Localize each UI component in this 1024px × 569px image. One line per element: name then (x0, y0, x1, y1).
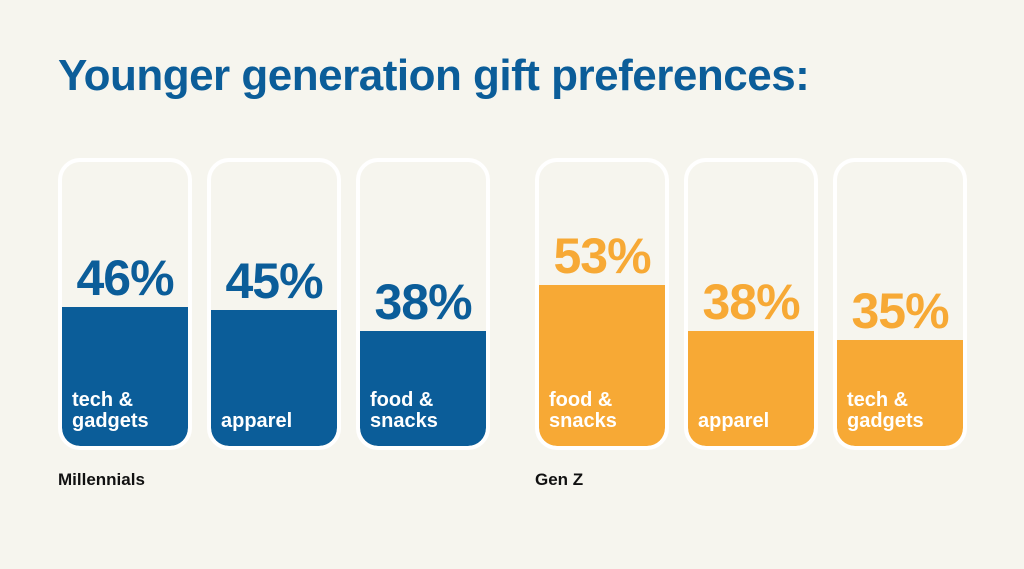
millennials-bar-card: 38% food & snacks (356, 158, 490, 450)
millennials-percent-label: 46% (76, 250, 174, 306)
gen-z-category-label: food & snacks (549, 389, 617, 432)
gen-z-percent-label: 35% (851, 283, 949, 339)
millennials-bar-fill (360, 331, 486, 446)
gen-z-bar-fill (837, 340, 963, 446)
gen-z-percent-label: 53% (553, 228, 651, 284)
millennials-bar-fill (62, 307, 188, 446)
gen-z-bar-card: 53% food & snacks (535, 158, 669, 450)
millennials-group-label: Millennials (58, 470, 145, 489)
genz-group-label: Gen Z (535, 470, 584, 489)
millennials-bar-card: 46% tech & gadgets (58, 158, 192, 450)
page-title: Younger generation gift preferences: (58, 51, 810, 100)
millennials-percent-label: 45% (225, 253, 323, 309)
millennials-bar-card: 45% apparel (207, 158, 341, 450)
millennials-percent-label: 38% (374, 274, 472, 330)
gen-z-category-label: tech & gadgets (847, 389, 924, 432)
gen-z-bar-fill (539, 285, 665, 446)
millennials-bar-fill (211, 310, 337, 446)
gen-z-percent-label: 38% (702, 274, 800, 330)
gen-z-bar-card: 38% apparel (684, 158, 818, 450)
millennials-category-label: tech & gadgets (72, 389, 149, 432)
gen-z-category-label: apparel (698, 410, 770, 432)
gen-z-bar-card: 35% tech & gadgets (833, 158, 967, 450)
millennials-category-label: apparel (221, 410, 293, 432)
millennials-category-label: food & snacks (370, 389, 438, 432)
gen-z-bar-fill (688, 331, 814, 446)
